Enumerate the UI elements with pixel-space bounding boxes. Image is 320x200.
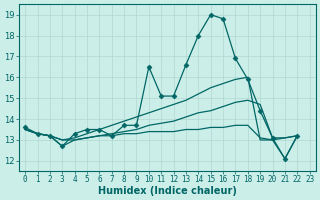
- X-axis label: Humidex (Indice chaleur): Humidex (Indice chaleur): [98, 186, 237, 196]
